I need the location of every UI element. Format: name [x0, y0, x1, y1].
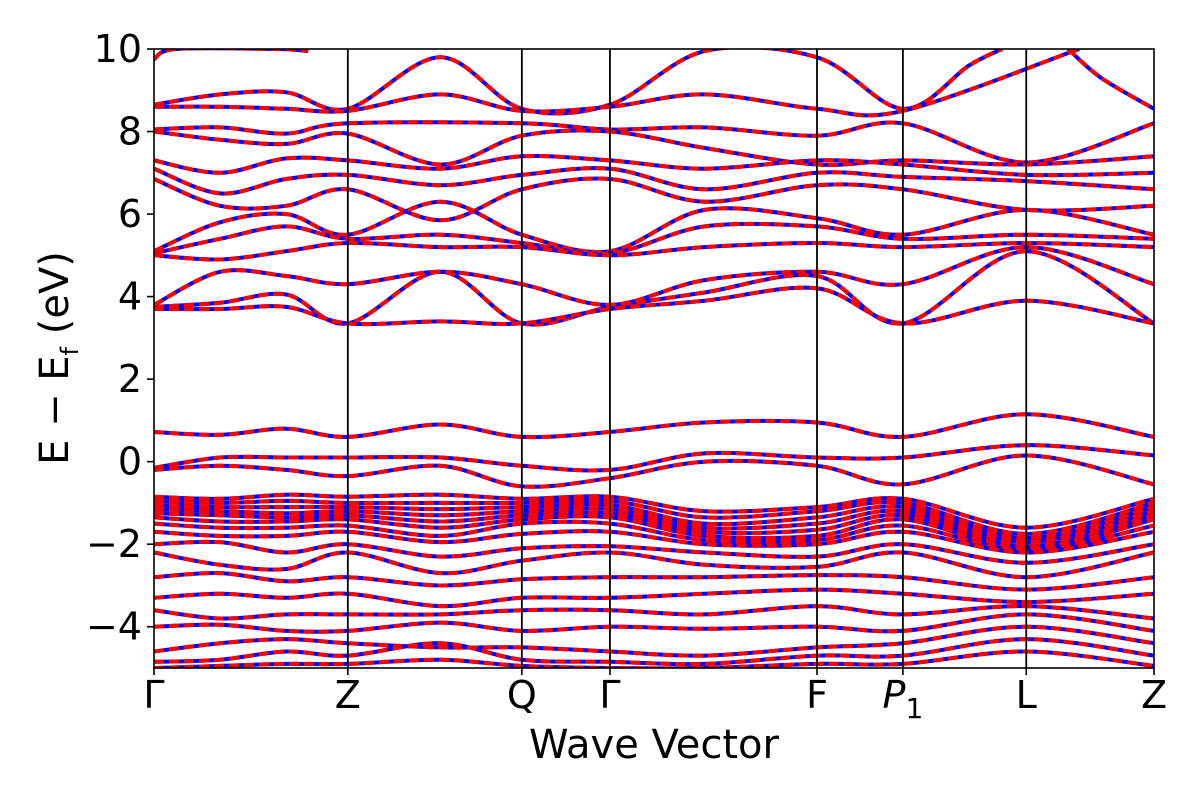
band-9-dashed	[154, 176, 1154, 223]
band-20-dashed	[154, 498, 1154, 536]
band-12-dashed	[154, 240, 1154, 262]
band-28-dashed	[154, 550, 1154, 580]
x-tick-label-1: Γ	[143, 673, 164, 717]
x-tick-label-8: Z	[1141, 673, 1167, 717]
plot-frame	[153, 48, 1155, 669]
band-30-dashed	[154, 587, 1154, 609]
band-31-dashed	[154, 604, 1154, 621]
y-tick-label-2: −2	[86, 522, 142, 566]
y-axis-title-main: E − E	[32, 355, 78, 465]
x-tick-label-6-text: P	[883, 673, 906, 717]
band-8-dashed	[154, 166, 1154, 196]
band-27-dashed	[154, 539, 1154, 565]
band-26-dashed	[154, 529, 1154, 555]
band-14-dashed	[154, 249, 1154, 327]
x-tick-label-2-text: Z	[335, 673, 361, 717]
y-axis-title-unit: (eV)	[32, 251, 78, 347]
y-axis-title: E − Ef (eV)	[32, 251, 84, 465]
x-tick-label-4-text: Γ	[599, 673, 620, 717]
x-axis-ticks: Γ Z Q Γ F P1 L Z	[143, 668, 1167, 725]
x-tick-label-6-subscript: 1	[905, 692, 923, 725]
band-24-dashed	[154, 514, 1154, 551]
x-tick-label-6: P1	[883, 673, 924, 725]
band-34-dashed	[154, 637, 1154, 667]
y-axis-title-subscript: f	[56, 346, 84, 355]
y-tick-label-5: 4	[118, 275, 142, 319]
band-18-dashed	[154, 453, 1154, 489]
band-16-dashed	[154, 412, 1154, 440]
band-29-dashed	[154, 571, 1154, 592]
y-tick-label-7: 8	[118, 110, 142, 154]
y-tick-label-1: −4	[86, 605, 142, 649]
y-axis-ticks: −4 −2 0 2 4 6 8 10	[86, 27, 154, 649]
band-33-dashed	[154, 624, 1154, 658]
x-tick-label-5: F	[806, 673, 828, 717]
kpoint-divider-lines	[346, 49, 1028, 668]
y-tick-label-8: 10	[94, 27, 142, 71]
x-tick-label-7-text: L	[1016, 673, 1037, 717]
x-tick-label-7: L	[1016, 673, 1037, 717]
band-23-dashed	[154, 510, 1154, 549]
x-tick-label-4: Γ	[599, 673, 620, 717]
x-tick-label-5-text: F	[806, 673, 828, 717]
y-tick-label-6: 6	[118, 192, 142, 236]
band-6-dashed	[154, 128, 1154, 167]
band-7-dashed	[154, 153, 1154, 178]
band-19-dashed	[154, 492, 1154, 530]
band-32-dashed	[154, 612, 1154, 634]
band-5-dashed	[154, 120, 1154, 165]
band-21-dashed	[154, 502, 1154, 541]
x-axis-title: Wave Vector	[529, 722, 780, 768]
x-tick-label-1-text: Γ	[143, 673, 164, 717]
y-tick-label-4: 2	[118, 357, 142, 401]
x-tick-label-8-text: Z	[1141, 673, 1167, 717]
x-tick-label-3-text: Q	[507, 673, 537, 717]
band-22-dashed	[154, 506, 1154, 545]
band-17-dashed	[154, 443, 1154, 473]
x-tick-label-3: Q	[507, 673, 537, 717]
band-3-dashed	[154, 49, 1080, 118]
band-4-dashed	[1066, 49, 1154, 111]
band-1-dashed	[154, 49, 309, 62]
x-tick-label-2: Z	[335, 673, 361, 717]
y-tick-label-3: 0	[118, 440, 142, 484]
band-15-dashed	[154, 285, 1154, 327]
band-25-dashed	[154, 519, 1154, 553]
